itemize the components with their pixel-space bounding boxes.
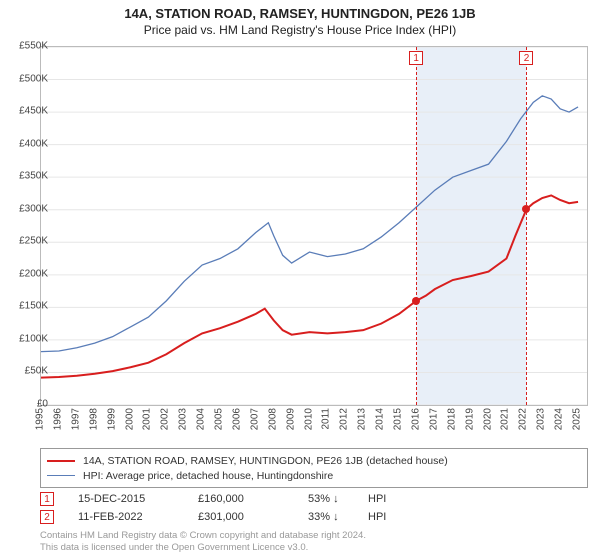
x-axis-tick: 2020	[482, 408, 493, 430]
x-axis-tick: 2010	[303, 408, 314, 430]
sale-marker: 2	[519, 51, 533, 65]
footer-line-2: This data is licensed under the Open Gov…	[40, 542, 366, 554]
legend-label: 14A, STATION ROAD, RAMSEY, HUNTINGDON, P…	[83, 455, 448, 467]
x-axis-tick: 2018	[446, 408, 457, 430]
x-axis-tick: 2022	[518, 408, 529, 430]
transaction-date: 15-DEC-2015	[78, 493, 198, 505]
y-axis-tick: £200K	[8, 268, 48, 279]
x-axis-tick: 2024	[554, 408, 565, 430]
transaction-pct: 33% ↓	[308, 511, 368, 523]
y-axis-tick: £100K	[8, 333, 48, 344]
y-axis-tick: £350K	[8, 171, 48, 182]
x-axis-tick: 2021	[500, 408, 511, 430]
x-axis-tick: 2009	[285, 408, 296, 430]
transaction-vs: HPI	[368, 493, 386, 505]
transaction-marker: 1	[40, 492, 54, 506]
sale-point	[522, 205, 530, 213]
x-axis-tick: 1998	[88, 408, 99, 430]
y-axis-tick: £550K	[8, 41, 48, 52]
chart-plot-area: 12	[40, 46, 588, 406]
x-axis-tick: 2001	[142, 408, 153, 430]
x-axis-tick: 2006	[231, 408, 242, 430]
y-axis-tick: £250K	[8, 236, 48, 247]
footer-attribution: Contains HM Land Registry data © Crown c…	[40, 530, 366, 554]
x-axis-tick: 2016	[410, 408, 421, 430]
x-axis-tick: 2017	[428, 408, 439, 430]
x-axis-tick: 2004	[196, 408, 207, 430]
x-axis-tick: 2019	[464, 408, 475, 430]
sale-vline	[526, 47, 527, 405]
y-axis-tick: £500K	[8, 73, 48, 84]
footer-line-1: Contains HM Land Registry data © Crown c…	[40, 530, 366, 542]
legend-item: HPI: Average price, detached house, Hunt…	[47, 468, 581, 483]
x-axis-tick: 1997	[70, 408, 81, 430]
x-axis-tick: 2015	[393, 408, 404, 430]
x-axis-tick: 2014	[375, 408, 386, 430]
transaction-vs: HPI	[368, 511, 386, 523]
y-axis-tick: £400K	[8, 138, 48, 149]
sale-vline	[416, 47, 417, 405]
x-axis-tick: 2011	[321, 408, 332, 430]
transaction-date: 11-FEB-2022	[78, 511, 198, 523]
transaction-marker: 2	[40, 510, 54, 524]
sale-point	[412, 297, 420, 305]
x-axis-tick: 2007	[249, 408, 260, 430]
y-axis-tick: £300K	[8, 203, 48, 214]
transaction-row: 1 15-DEC-2015£160,00053% ↓HPI	[40, 490, 386, 508]
x-axis-tick: 2002	[160, 408, 171, 430]
transactions-table: 1 15-DEC-2015£160,00053% ↓HPI 2 11-FEB-2022…	[40, 490, 386, 526]
legend-label: HPI: Average price, detached house, Hunt…	[83, 470, 333, 482]
x-axis-tick: 2013	[357, 408, 368, 430]
transaction-price: £160,000	[198, 493, 308, 505]
x-axis-tick: 2000	[124, 408, 135, 430]
sale-marker: 1	[409, 51, 423, 65]
y-axis-tick: £150K	[8, 301, 48, 312]
x-axis-tick: 2023	[536, 408, 547, 430]
x-axis-tick: 2003	[178, 408, 189, 430]
y-axis-tick: £450K	[8, 106, 48, 117]
x-axis-tick: 2025	[572, 408, 583, 430]
x-axis-tick: 2005	[214, 408, 225, 430]
x-axis-tick: 1996	[52, 408, 63, 430]
x-axis-tick: 2012	[339, 408, 350, 430]
transaction-pct: 53% ↓	[308, 493, 368, 505]
y-axis-tick: £50K	[8, 366, 48, 377]
x-axis-tick: 1995	[35, 408, 46, 430]
chart-title: 14A, STATION ROAD, RAMSEY, HUNTINGDON, P…	[0, 0, 600, 21]
x-axis-tick: 1999	[106, 408, 117, 430]
chart-svg	[41, 47, 587, 405]
chart-subtitle: Price paid vs. HM Land Registry's House …	[0, 21, 600, 37]
x-axis-tick: 2008	[267, 408, 278, 430]
transaction-price: £301,000	[198, 511, 308, 523]
legend-item: 14A, STATION ROAD, RAMSEY, HUNTINGDON, P…	[47, 453, 581, 468]
legend: 14A, STATION ROAD, RAMSEY, HUNTINGDON, P…	[40, 448, 588, 488]
transaction-row: 2 11-FEB-2022£301,00033% ↓HPI	[40, 508, 386, 526]
